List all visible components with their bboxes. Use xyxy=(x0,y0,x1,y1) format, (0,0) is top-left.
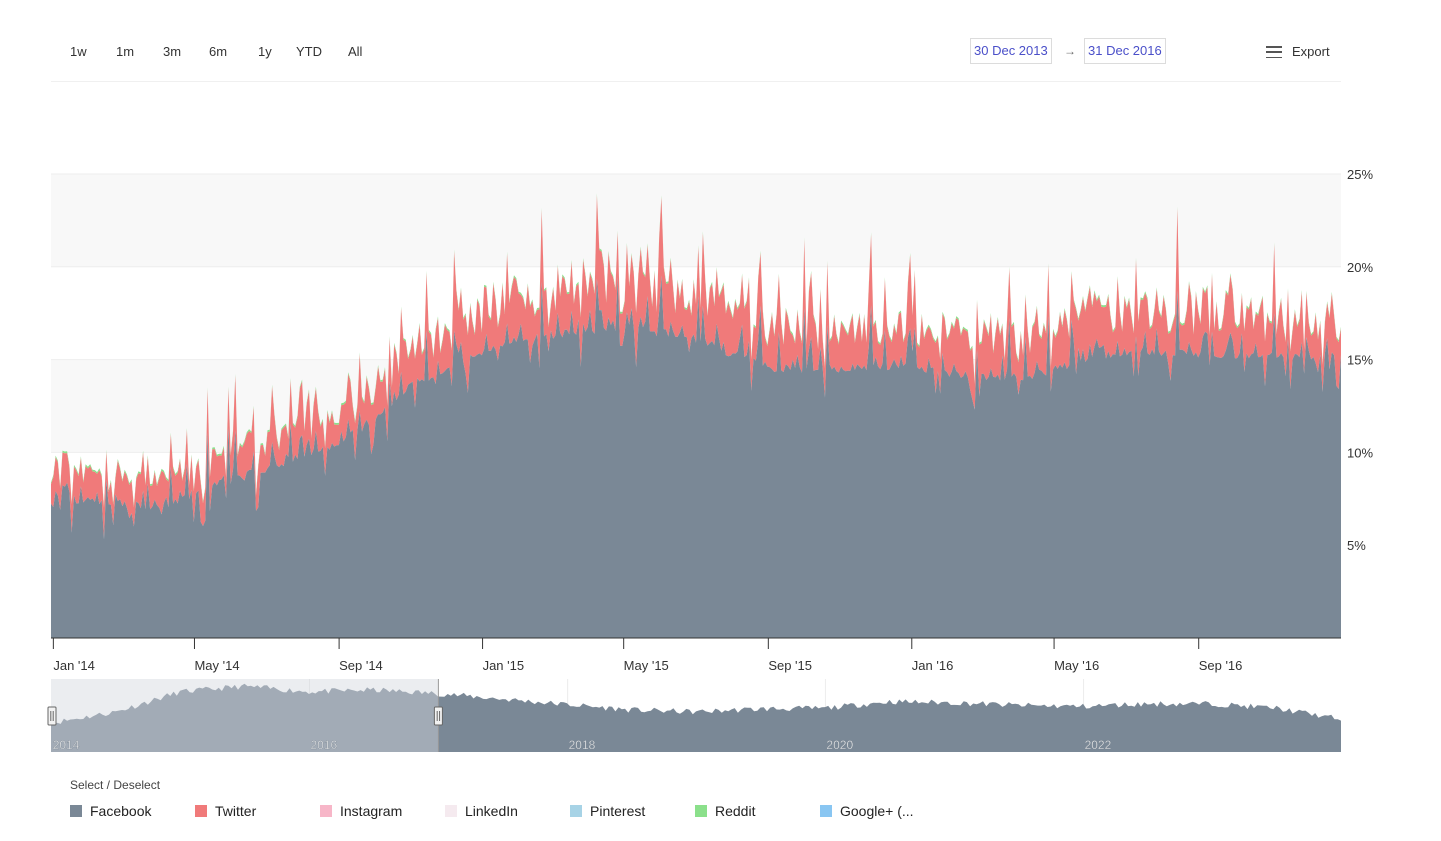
legend-swatch xyxy=(70,805,82,817)
legend-label: Reddit xyxy=(715,803,756,819)
navigator-year-label: 2016 xyxy=(310,738,337,752)
x-tick-label: Jan '14 xyxy=(53,658,95,673)
legend-select-label: Select / Deselect xyxy=(70,778,161,792)
range-button-ytd[interactable]: YTD xyxy=(296,44,322,59)
x-tick-label: May '16 xyxy=(1054,658,1099,673)
export-button[interactable]: Export xyxy=(1266,42,1330,62)
legend-label: Instagram xyxy=(340,803,403,819)
menu-icon xyxy=(1266,46,1282,58)
legend-item-reddit[interactable]: Reddit xyxy=(695,801,755,821)
chart-svg: 5% 10% 15% 20% 25% Jan '14 May '14 Sep '14 Jan '… xyxy=(47,167,1373,752)
legend-swatch xyxy=(570,805,582,817)
navigator-year-label: 2018 xyxy=(569,738,596,752)
x-tick-label: Sep '16 xyxy=(1199,658,1243,673)
plot-band xyxy=(51,174,1341,267)
legend-item-twitter[interactable]: Twitter xyxy=(195,801,256,821)
range-button-6m[interactable]: 6m xyxy=(209,44,228,59)
navigator-selection-mask xyxy=(51,679,439,752)
legend-swatch xyxy=(695,805,707,817)
x-tick-label: Sep '14 xyxy=(339,658,383,673)
legend-label: Twitter xyxy=(215,803,257,819)
legend-item-facebook[interactable]: Facebook xyxy=(70,801,151,821)
navigator-year-label: 2022 xyxy=(1085,738,1112,752)
x-tick-label: May '15 xyxy=(624,658,669,673)
y-tick-label: 5% xyxy=(1347,538,1366,553)
legend-label: LinkedIn xyxy=(465,803,518,819)
legend-item-google[interactable]: Google+ (... xyxy=(820,801,914,821)
legend-item-instagram[interactable]: Instagram xyxy=(320,801,402,821)
y-tick-label: 10% xyxy=(1347,445,1373,460)
range-button-all[interactable]: All xyxy=(348,44,363,59)
series-area-facebook xyxy=(51,275,1341,638)
range-button-1y[interactable]: 1y xyxy=(258,44,272,59)
from-date-input[interactable]: 30 Dec 2013 xyxy=(970,38,1052,64)
navigator-year-label: 2014 xyxy=(53,738,80,752)
navigator-left-handle[interactable] xyxy=(47,706,57,726)
legend-swatch xyxy=(320,805,332,817)
legend-item-pinterest[interactable]: Pinterest xyxy=(570,801,645,821)
legend-label: Facebook xyxy=(90,803,152,819)
navigator-right-handle[interactable] xyxy=(433,706,443,726)
legend-item-linkedin[interactable]: LinkedIn xyxy=(445,801,518,821)
x-tick-label: Sep '15 xyxy=(768,658,812,673)
toolbar-divider xyxy=(51,81,1341,82)
y-tick-label: 20% xyxy=(1347,260,1373,275)
range-button-3m[interactable]: 3m xyxy=(163,44,182,59)
export-label: Export xyxy=(1292,44,1330,59)
legend-swatch xyxy=(820,805,832,817)
legend-label: Google+ (... xyxy=(840,803,914,819)
legend-swatch xyxy=(195,805,207,817)
x-tick-label: May '14 xyxy=(194,658,239,673)
x-tick-label: Jan '15 xyxy=(483,658,525,673)
legend-label: Pinterest xyxy=(590,803,646,819)
y-tick-label: 15% xyxy=(1347,353,1373,368)
navigator-area xyxy=(51,683,1341,752)
to-date-input[interactable]: 31 Dec 2016 xyxy=(1084,38,1166,64)
navigator-year-label: 2020 xyxy=(826,738,853,752)
date-arrow: → xyxy=(1064,44,1076,58)
legend-swatch xyxy=(445,805,457,817)
range-button-1m[interactable]: 1m xyxy=(116,44,135,59)
y-tick-label: 25% xyxy=(1347,167,1373,182)
x-tick-label: Jan '16 xyxy=(912,658,954,673)
range-button-1w[interactable]: 1w xyxy=(70,44,87,59)
